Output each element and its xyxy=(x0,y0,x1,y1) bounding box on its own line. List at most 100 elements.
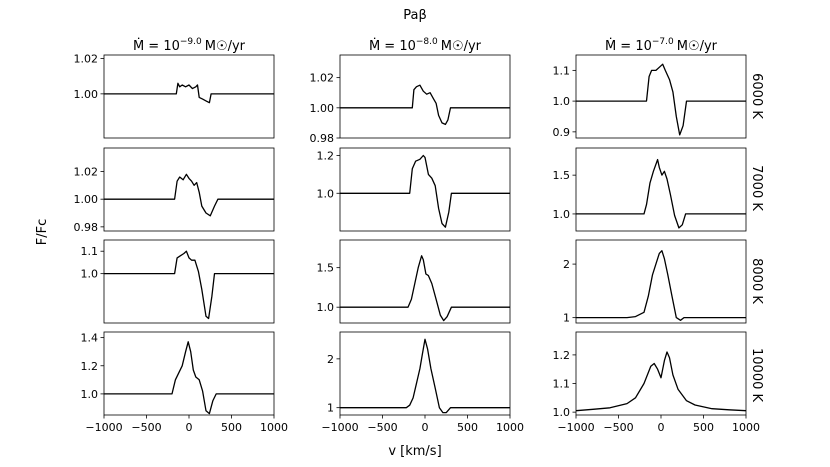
ytick-label-r4-c2-1: 2 xyxy=(327,353,334,366)
xtick-label-r4-c1-0: −1000 xyxy=(85,421,122,434)
ytick-label-r1-c1-1: 1.02 xyxy=(74,53,99,66)
panel-r4-c2: 1 2 −1000 −500 0 500 1000 xyxy=(321,331,524,434)
xtick-label-r4-c2-3: 500 xyxy=(457,421,478,434)
ytick-label-r1-c3-0: 0.9 xyxy=(553,126,571,139)
ytick-label-r4-c1-0: 1.0 xyxy=(81,388,99,401)
column-1-mdot-exponent: −9.0 xyxy=(180,37,202,47)
axes-frame-r4-c3 xyxy=(575,331,747,416)
axes-frame-r3-c1 xyxy=(103,239,275,324)
panel-r3-c1: 1.0 1.1 xyxy=(81,239,275,324)
panel-r4-c3: 1.0 1.1 1.2 −1000 −500 0 500 1000 xyxy=(553,331,760,434)
xtick-label-r4-c1-4: 1000 xyxy=(260,421,288,434)
ytick-label-r1-c2-0: 0.98 xyxy=(310,132,335,145)
ytick-label-r4-c1-1: 1.2 xyxy=(81,360,99,373)
panel-r4-c1: 1.0 1.2 1.4 −1000 −500 0 500 1000 xyxy=(81,331,288,434)
xtick-label-r4-c3-1: −500 xyxy=(603,421,633,434)
ytick-label-r3-c2-0: 1.0 xyxy=(317,301,335,314)
panel-r1-c3: 0.9 1.0 1.1 xyxy=(553,54,747,139)
ytick-label-r2-c1-2: 1.02 xyxy=(74,166,99,179)
panel-r2-c2: 1.0 1.2 xyxy=(317,147,511,232)
axes-frame-r1-c3 xyxy=(575,54,747,139)
profile-line-r2-c3 xyxy=(576,158,746,229)
ytick-label-r2-c3-1: 1.5 xyxy=(553,169,571,182)
ytick-label-r2-c2-1: 1.2 xyxy=(317,150,335,163)
axes-frame-r1-c1 xyxy=(103,54,275,139)
profile-line-r2-c2 xyxy=(340,154,510,228)
panel-r2-c1: 0.98 1.00 1.02 xyxy=(74,147,275,234)
profile-line-r3-c1 xyxy=(104,250,274,320)
ytick-label-r2-c2-0: 1.0 xyxy=(317,187,335,200)
xtick-label-r4-c3-3: 500 xyxy=(693,421,714,434)
ytick-label-r3-c2-1: 1.5 xyxy=(317,262,335,275)
column-1-mdot-unit: M☉/yr xyxy=(205,39,246,54)
figure-ylabel: F/Fc xyxy=(35,219,50,245)
axes-frame-r1-c2 xyxy=(339,54,511,139)
ytick-label-r4-c3-0: 1.0 xyxy=(553,406,571,419)
profile-line-r4-c1 xyxy=(104,341,274,415)
profile-line-r1-c3 xyxy=(576,63,746,136)
ytick-label-r1-c2-1: 1.00 xyxy=(310,102,335,115)
axes-frame-r3-c3 xyxy=(575,239,747,324)
row-label-7000k: 7000 K xyxy=(749,165,764,211)
ytick-label-r2-c3-0: 1.0 xyxy=(553,208,571,221)
column-2-mdot-exponent: −8.0 xyxy=(416,37,438,47)
xtick-label-r4-c3-4: 1000 xyxy=(732,421,760,434)
profile-line-r3-c2 xyxy=(340,255,510,322)
ytick-label-r2-c1-1: 1.00 xyxy=(74,193,99,206)
xtick-label-r4-c3-0: −1000 xyxy=(557,421,594,434)
panel-r1-c1: 1.00 1.02 xyxy=(74,53,275,139)
column-title-2: Ṁ = 10−8.0 M☉/yr xyxy=(369,37,482,54)
panels: 1.001.020.981.001.020.91.01.10.981.001.0… xyxy=(74,53,761,434)
axes-frame-r2-c2 xyxy=(339,147,511,232)
profile-line-r2-c1 xyxy=(104,173,274,217)
ytick-label-r3-c3-0: 1 xyxy=(563,312,570,325)
xtick-label-r4-c3-2: 0 xyxy=(658,421,665,434)
profile-line-r4-c3 xyxy=(575,351,747,412)
axes-frame-r2-c1 xyxy=(103,147,275,232)
column-2-mdot-unit: M☉/yr xyxy=(441,39,482,54)
column-3-mdot-exponent: −7.0 xyxy=(652,37,674,47)
figure-xlabel: v [km/s] xyxy=(388,444,441,459)
axes-frame-r3-c2 xyxy=(339,239,511,324)
xtick-label-r4-c2-4: 1000 xyxy=(496,421,524,434)
panel-r3-c2: 1.0 1.5 xyxy=(317,239,511,324)
ytick-label-r1-c3-1: 1.0 xyxy=(553,95,571,108)
ytick-label-r1-c2-2: 1.02 xyxy=(310,72,335,85)
column-2-mdot-prefix: Ṁ = 10 xyxy=(369,38,416,54)
xtick-label-r4-c1-3: 500 xyxy=(221,421,242,434)
ytick-label-r4-c1-2: 1.4 xyxy=(81,332,99,345)
xtick-label-r4-c1-1: −500 xyxy=(131,421,161,434)
column-1-mdot-prefix: Ṁ = 10 xyxy=(133,38,180,54)
profile-line-r1-c2 xyxy=(340,84,510,126)
xtick-label-r4-c2-2: 0 xyxy=(422,421,429,434)
ytick-label-r3-c1-0: 1.0 xyxy=(81,268,99,281)
ytick-label-r1-c1-0: 1.00 xyxy=(74,88,99,101)
panel-r1-c2: 0.98 1.00 1.02 xyxy=(310,54,511,145)
profile-line-r4-c2 xyxy=(340,338,510,414)
ytick-label-r2-c1-0: 0.98 xyxy=(74,221,99,234)
row-label-8000k: 8000 K xyxy=(749,258,764,304)
ytick-label-r4-c2-0: 1 xyxy=(327,402,334,415)
column-title-3: Ṁ = 10−7.0 M☉/yr xyxy=(605,37,718,54)
profile-line-r3-c3 xyxy=(576,250,746,321)
ytick-label-r1-c3-2: 1.1 xyxy=(553,64,571,77)
profile-line-r1-c1 xyxy=(104,82,274,104)
ytick-label-r4-c3-2: 1.2 xyxy=(553,349,571,362)
figure-suptitle: Paβ xyxy=(403,8,427,23)
row-label-10000k: 10000 K xyxy=(749,348,764,402)
panel-r2-c3: 1.0 1.5 xyxy=(553,147,747,232)
panel-r3-c3: 12 xyxy=(563,239,747,325)
ytick-label-r3-c1-1: 1.1 xyxy=(81,245,99,258)
xtick-label-r4-c2-1: −500 xyxy=(367,421,397,434)
row-label-6000k: 6000 K xyxy=(749,73,764,119)
xtick-label-r4-c2-0: −1000 xyxy=(321,421,358,434)
column-title-1: Ṁ = 10−9.0 M☉/yr xyxy=(133,37,246,54)
axes-frame-r2-c3 xyxy=(575,147,747,232)
column-3-mdot-unit: M☉/yr xyxy=(677,39,718,54)
column-3-mdot-prefix: Ṁ = 10 xyxy=(605,38,652,54)
ytick-label-r4-c3-1: 1.1 xyxy=(553,378,571,391)
xtick-label-r4-c1-2: 0 xyxy=(186,421,193,434)
ytick-label-r3-c3-1: 2 xyxy=(563,258,570,271)
axes-frame-r4-c2 xyxy=(339,331,511,416)
